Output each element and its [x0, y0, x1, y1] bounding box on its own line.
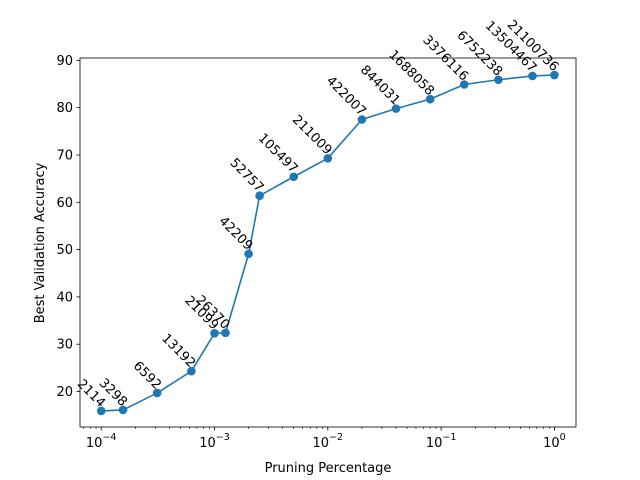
data-point — [391, 104, 401, 113]
x-tick-label: 10−4 — [86, 432, 117, 451]
data-point — [528, 71, 537, 81]
data-point — [210, 329, 219, 338]
y-tick-label: 90 — [56, 54, 73, 69]
y-tick-label: 60 — [56, 196, 73, 211]
data-point — [96, 406, 106, 416]
data-point — [289, 172, 299, 182]
y-tick-label: 20 — [56, 385, 73, 400]
data-point — [221, 328, 230, 338]
data-point — [187, 366, 196, 376]
data-point — [357, 115, 367, 124]
x-axis-label: Pruning Percentage — [265, 461, 392, 476]
x-tick-label: 10−2 — [313, 432, 344, 451]
data-point — [244, 249, 253, 259]
data-point — [459, 80, 469, 89]
data-point — [118, 405, 128, 415]
data-point — [550, 70, 559, 80]
y-axis-label: Best Validation Accuracy — [33, 162, 48, 323]
x-tick-label: 10−3 — [199, 432, 230, 451]
y-tick-label: 80 — [56, 101, 73, 116]
data-point — [425, 94, 435, 104]
data-point — [323, 153, 333, 163]
axes-frame — [79, 57, 577, 428]
data-point — [152, 388, 162, 398]
data-point — [255, 191, 264, 200]
y-tick-label: 70 — [56, 148, 73, 163]
x-tick-label: 100 — [543, 432, 566, 451]
x-tick-label: 10−1 — [426, 432, 457, 451]
y-tick-label: 40 — [56, 290, 73, 305]
y-tick-label: 30 — [56, 338, 73, 353]
data-point — [494, 75, 503, 85]
y-tick-label: 50 — [56, 243, 73, 258]
